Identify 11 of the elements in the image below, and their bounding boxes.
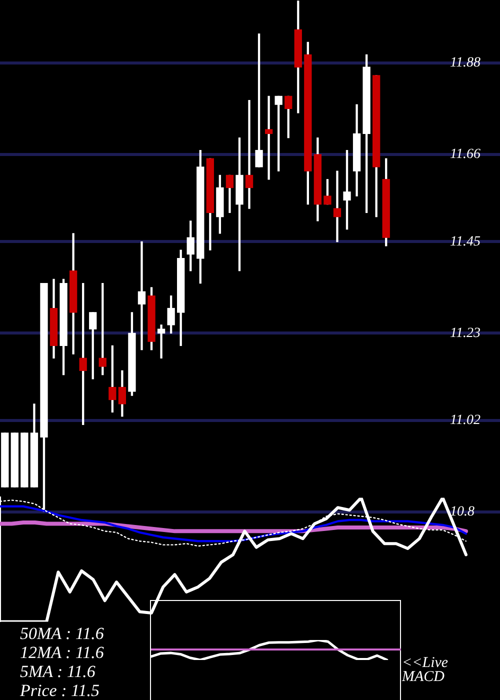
y-tick-label: 11.88 [450,56,480,71]
y-tick-label: 11.02 [450,413,480,428]
text: 50MA : 11.6 [20,624,104,643]
text: Price : 11.5 [20,681,100,700]
y-tick-label: 11.23 [450,326,480,341]
text: 12MA : 11.6 [20,643,104,662]
y-tick-label: 11.66 [450,147,480,162]
y-tick-label: 10.8 [450,504,474,520]
text: <<Live MACD [402,655,448,685]
text: 5MA : 11.6 [20,662,96,681]
y-tick-label: 11.45 [450,234,480,250]
